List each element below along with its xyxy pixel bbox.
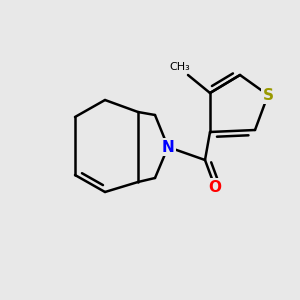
Text: CH₃: CH₃ — [169, 62, 190, 72]
Text: S: S — [262, 88, 274, 103]
Text: N: N — [162, 140, 174, 154]
Text: O: O — [208, 179, 221, 194]
